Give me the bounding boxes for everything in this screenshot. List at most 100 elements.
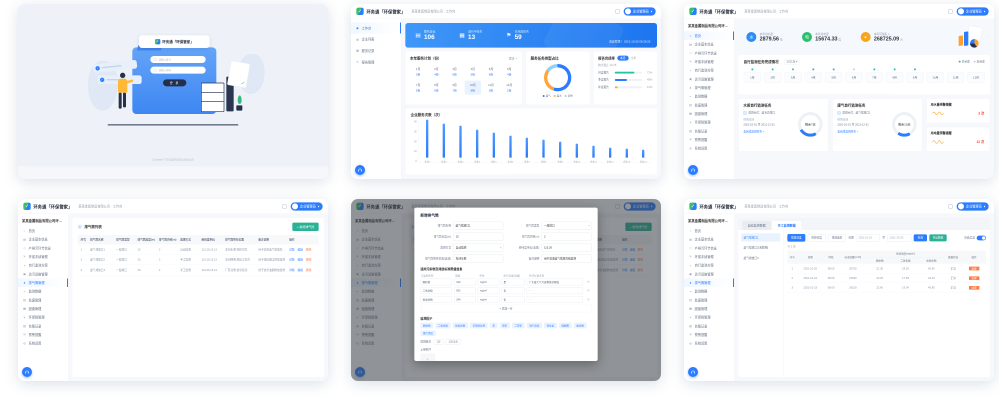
sidebar-item[interactable]: ▧ 台账记录	[684, 127, 734, 136]
standard-name-input[interactable]: -	[526, 295, 584, 303]
factor-chip[interactable]: 氟化物	[573, 322, 587, 329]
data-row[interactable]: 2 2021-10-24 08:00 24530 20.18 17.65 43.…	[787, 273, 986, 283]
handle-button[interactable]: 处理	[968, 266, 980, 271]
notification-icon[interactable]	[948, 204, 953, 209]
sidebar-item[interactable]: ⌂ 首页	[684, 31, 734, 40]
factor-chip[interactable]: 甲苯	[499, 322, 510, 329]
factor-chip[interactable]: 二氧化硫	[435, 322, 451, 329]
freq-chip[interactable]: 1次	[433, 338, 444, 345]
sidebar-item[interactable]: ▥ 危废管理	[684, 101, 734, 110]
month-cell[interactable]: 6月 4份	[501, 65, 517, 79]
field-input[interactable]: 15	[452, 232, 504, 241]
sidebar-item[interactable]: ≈ 监测数据	[684, 92, 734, 101]
outlet-item[interactable]: 废气排放口1	[740, 233, 781, 242]
pollutant-name-input[interactable]: 氮氧化物	[420, 295, 452, 303]
month-pill[interactable]: 7月	[865, 68, 883, 83]
login-button[interactable]: 登 录	[162, 79, 187, 87]
unit-input[interactable]: mg/m³	[477, 287, 500, 294]
upload-button[interactable]: +	[420, 353, 435, 361]
date-to-input[interactable]: 2021-10-25	[887, 234, 912, 242]
outlet-item[interactable]: 废气排放口3	[743, 256, 759, 260]
edit-link[interactable]: 编辑	[297, 258, 303, 262]
factor-chip[interactable]: 非甲烷总烃	[469, 322, 488, 329]
sidebar-item[interactable]: ⌂ 首页	[684, 226, 734, 235]
data-row[interactable]: 3 2021-10-23 08:00 26150 22.60 19.04 46.…	[787, 283, 986, 293]
month-cell[interactable]: 2月 4份	[428, 65, 444, 79]
unit-input[interactable]: mg/m³	[477, 278, 500, 286]
notification-icon[interactable]	[615, 9, 620, 14]
factor-chip[interactable]: 氯化氢	[543, 322, 557, 329]
month-pill[interactable]: 11月	[946, 71, 965, 83]
table-row[interactable]: 2 废气排放口2 一般排口 15 2 手工监测 113.26,23.13 车间西…	[77, 255, 319, 265]
sidebar-item[interactable]: ¥ 环保税管理	[684, 118, 734, 127]
sidebar-item[interactable]: ✎ 环保手续管理	[18, 252, 68, 261]
sidebar-item[interactable]: ▧ 台账记录	[684, 322, 734, 331]
add-row-button[interactable]: + 添加一行	[420, 304, 592, 313]
sidebar-item[interactable]: ◐ 自行监测方案	[684, 261, 734, 270]
customer-service-button[interactable]	[21, 366, 32, 377]
month-pill[interactable]: 9月	[906, 68, 924, 83]
delete-link[interactable]: 删除	[306, 247, 312, 251]
sidebar-item[interactable]: ◐ 自行监测方案	[18, 261, 68, 270]
user-menu-button[interactable]: 企业管理员 ▾	[623, 7, 656, 16]
sidebar-item[interactable]: ¥ 环保税管理	[18, 313, 68, 322]
sidebar-item[interactable]: ▣ 治污设施管理	[684, 270, 734, 279]
year-select[interactable]: 2021年 ▾	[783, 58, 801, 65]
user-menu-button[interactable]: 企业管理员 ▾	[956, 7, 989, 16]
field-input[interactable]: 一般排口 ▾	[541, 221, 592, 230]
delete-link[interactable]: 删除	[306, 258, 312, 262]
month-cell[interactable]: 1月 3份	[410, 65, 426, 79]
concentration-filter-button[interactable]: 排放速率	[827, 233, 846, 242]
date-from-input[interactable]: 2021-10-01	[855, 234, 880, 242]
sidebar-item[interactable]: ✎ 环保手续管理	[684, 252, 734, 261]
handle-button[interactable]: 处理	[968, 276, 980, 280]
standard-input[interactable]: 是	[501, 278, 525, 286]
remove-row-icon[interactable]: ⊖	[586, 280, 590, 284]
factor-chip[interactable]: 苯	[489, 322, 498, 329]
sidebar-item[interactable]: ▦ 固废管理	[684, 304, 734, 313]
notification-icon[interactable]	[948, 9, 953, 14]
user-menu-button[interactable]: 企业管理员 ▾	[956, 202, 989, 211]
sidebar-item[interactable]: ¥ 环保税管理	[684, 313, 734, 322]
sidebar-item[interactable]: ◇ 产排污环节信息	[684, 244, 734, 253]
sidebar-item[interactable]: ▲ 排气筒管理	[18, 278, 68, 287]
customer-service-button[interactable]	[687, 366, 698, 377]
year-pill-button[interactable]: 全年	[630, 56, 637, 60]
more-link[interactable]: 更多 >	[508, 56, 518, 60]
field-input[interactable]: 用于喷漆废气排放在线监测	[541, 254, 592, 263]
sidebar-item[interactable]: ▦ 服务记录	[351, 45, 401, 56]
sidebar-item[interactable]: ▤ 企业基本信息	[18, 235, 68, 244]
month-pill[interactable]: 2月	[763, 68, 782, 83]
sidebar-item[interactable]: ▤ 企业基本信息	[684, 40, 734, 49]
factor-chip[interactable]: 烟气黑度	[420, 330, 436, 336]
sidebar-item[interactable]: ▣ 治污设施管理	[18, 270, 68, 279]
sidebar-item[interactable]: ≈ 监测数据	[684, 287, 734, 296]
standard-input[interactable]: 否	[501, 295, 525, 303]
go-task-link[interactable]: 去完成监测任务 >	[743, 129, 765, 133]
factor-chip[interactable]: 臭气浓度	[526, 322, 542, 329]
month-pill[interactable]: 6月	[845, 68, 863, 83]
concentration-filter-button[interactable]: 排放浓度	[787, 233, 806, 242]
sidebar-item[interactable]: ◇ 产排污环节信息	[18, 244, 68, 253]
remove-row-icon[interactable]: ⊖	[586, 297, 590, 302]
pollutant-name-input[interactable]: 颗粒物	[420, 278, 452, 286]
field-input[interactable]: 113.26	[541, 243, 592, 252]
month-cell[interactable]: 5月 6份	[483, 65, 499, 79]
limit-input[interactable]: 120	[453, 278, 476, 286]
notification-icon[interactable]	[282, 204, 287, 209]
sidebar-item[interactable]: ◐ 自行监测方案	[684, 66, 734, 75]
username-input[interactable]: 请输入账号	[150, 55, 206, 63]
data-tab[interactable]: 自动监测数据	[742, 220, 772, 230]
table-row[interactable]: 3 废气排放口3 一般排口 15 2 手工监测 113.26,23.13 厂区北…	[77, 265, 319, 276]
month-pill[interactable]: 1月	[743, 68, 761, 83]
month-pill[interactable]: 4月	[804, 68, 822, 83]
sidebar-item[interactable]: ▲ 排气筒管理	[684, 278, 734, 287]
month-pill[interactable]: 8月	[885, 68, 904, 83]
sidebar-item[interactable]: ▤ 企业基本信息	[684, 235, 734, 244]
month-cell[interactable]: 12月 2份	[501, 81, 517, 95]
factor-chip[interactable]: 氮氧化物	[452, 322, 468, 329]
sidebar-item[interactable]: ▦ 固废管理	[18, 304, 68, 313]
data-tab[interactable]: 手工监测数据	[772, 220, 802, 230]
field-input[interactable]: 自动监测 ▾	[452, 243, 504, 252]
sidebar-item[interactable]: ⚙ 系统设置	[684, 144, 734, 153]
